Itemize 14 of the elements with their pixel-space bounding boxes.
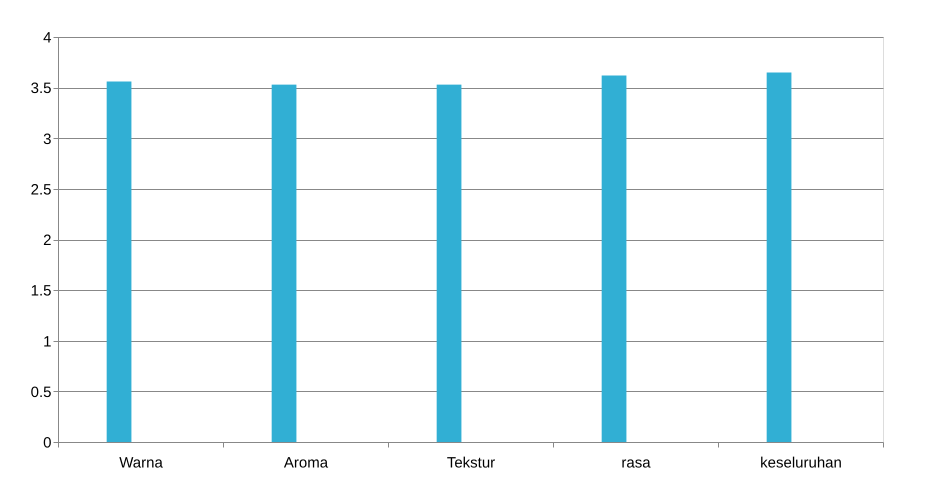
- x-tick-label: Tekstur: [446, 454, 496, 472]
- x-tick-label: Warna: [119, 454, 164, 472]
- y-tick-label: 2.5: [30, 181, 52, 198]
- y-tick-label: 4: [43, 30, 52, 46]
- y-tick-label: 3.5: [30, 80, 52, 98]
- y-tick-label: 0.5: [30, 384, 52, 401]
- y-tick-label: 0: [43, 434, 52, 452]
- y-tick-label: 1.5: [30, 282, 52, 300]
- x-tick-label: rasa: [621, 454, 652, 472]
- y-tick-label: 1: [43, 333, 52, 350]
- y-tick-label: 3: [43, 130, 52, 148]
- x-tick-label: keseluruhan: [760, 454, 842, 472]
- x-tick-label: Aroma: [284, 454, 329, 472]
- y-tick-label: 2: [43, 232, 52, 249]
